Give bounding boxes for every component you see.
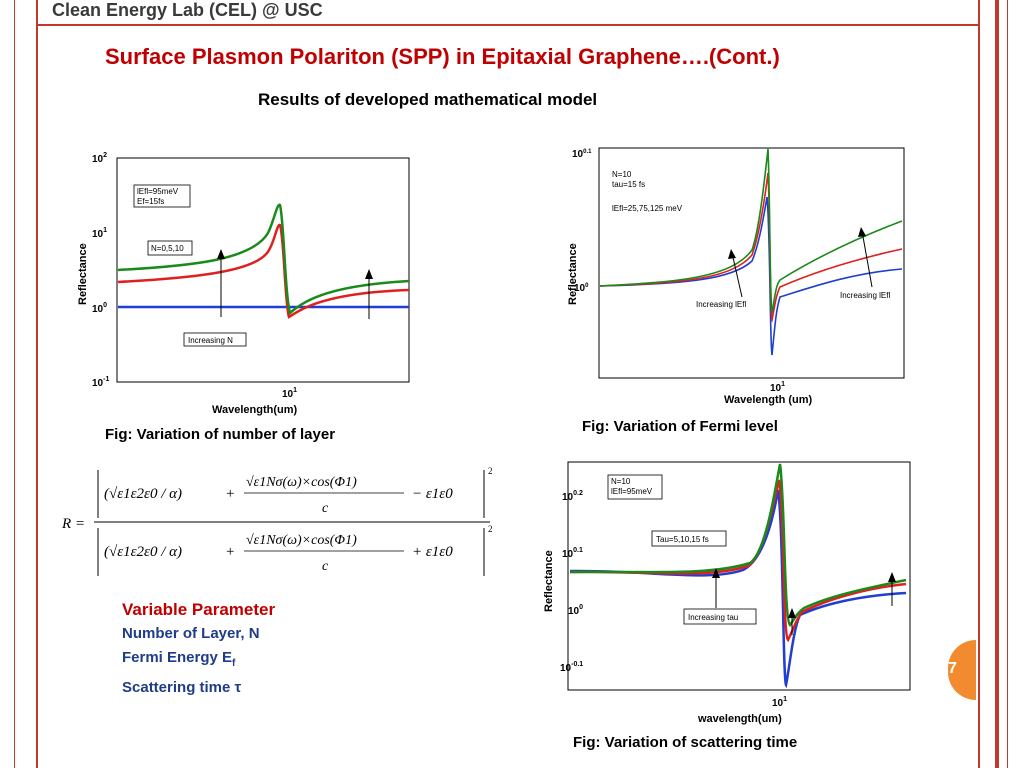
y-tick-label: 10-1 [92, 376, 109, 389]
arrow-line [731, 252, 743, 298]
annotation-text: lEfl=25,75,125 meV [612, 204, 683, 213]
chart-fermi: 100.1 100 101 Wavelength (um) Reflectanc… [567, 147, 905, 406]
annotation-text: Ef=15fs [137, 197, 164, 206]
formula-numerator: √ε1Nσ(ω)×cos(Φ1) [246, 533, 357, 548]
annotation-box [607, 474, 663, 500]
arrow-head [728, 249, 736, 259]
y-tick-labels: 102 101 100 10-1 [92, 152, 109, 389]
y-tick-label: 102 [92, 152, 107, 165]
caption-fig3: Fig: Variation of scattering time [573, 734, 798, 751]
variable-item: Number of Layer, N [122, 625, 260, 642]
y-tick-label: 100.1 [572, 149, 592, 160]
formula-plus-term: + ε1ε0 [412, 544, 453, 560]
annotation-text: Increasing N [188, 336, 233, 345]
y-tick-label: 101 [92, 227, 107, 240]
annotation-text: Tau=5,10,15 fs [656, 535, 709, 544]
annotation-text: N=0,5,10 [151, 244, 184, 253]
arrow-head [888, 572, 896, 582]
x-axis-label: Wavelength (um) [724, 394, 813, 406]
slide-subtitle: Results of developed mathematical model [258, 90, 598, 109]
x-axis-label: Wavelength(um) [212, 404, 297, 416]
arrow-head [365, 269, 373, 279]
left-rule-2 [36, 0, 38, 768]
reflectance-formula: R = 2 (√ε1ε2ε0 / α) + √ε1Nσ(ω)×cos(Φ1) c… [61, 466, 493, 576]
x-axis-label: wavelength(um) [697, 713, 782, 725]
right-rule-3 [1007, 0, 1008, 768]
y-tick-label: 100 [574, 283, 589, 294]
arrow-line [861, 230, 873, 288]
chart-layers: 102 101 100 10-1 101 Wavelength(um) Refl… [77, 152, 410, 416]
annotation-text: Increasing tau [688, 613, 738, 622]
formula-term1: (√ε1ε2ε0 / α) [104, 544, 182, 560]
annotation-text: N=10 [611, 477, 631, 486]
formula-denominator: c [322, 559, 329, 574]
series-tau15-line [569, 463, 907, 627]
annotation-box [683, 608, 757, 625]
left-rule-1 [14, 0, 15, 768]
variable-item-text: Fermi Energy E [122, 649, 233, 666]
page-number-tab: 7 [948, 640, 976, 700]
plot-frame [598, 147, 905, 379]
x-tick-label: 101 [282, 387, 297, 400]
annotation-box [147, 240, 193, 256]
series-tau5-line [569, 489, 907, 689]
annotation-text: Increasing lEfl [840, 291, 890, 300]
annotation-text: N=10 [612, 170, 632, 179]
annotation-box [133, 184, 191, 208]
formula-numerator: √ε1Nσ(ω)×cos(Φ1) [246, 475, 357, 490]
formula-exponent: 2 [488, 524, 493, 534]
annotation-text: tau=15 fs [612, 180, 645, 189]
slide-title: Surface Plasmon Polariton (SPP) in Epita… [105, 44, 780, 69]
variable-list: Variable Parameter Number of Layer, N Fe… [122, 598, 275, 700]
formula-plus: + [226, 544, 234, 560]
arrow-head [858, 227, 866, 237]
variable-item: Scattering time τ [122, 679, 242, 696]
formula-exponent: 2 [488, 466, 493, 476]
x-tick-label: 101 [770, 381, 785, 394]
arrow-head [788, 608, 796, 618]
variable-subscript: f [232, 658, 236, 669]
variable-heading: Variable Parameter [122, 600, 276, 619]
x-tick-label: 101 [772, 696, 787, 709]
variable-item: Fermi Energy Ef [122, 646, 275, 676]
y-tick-label: 100 [92, 302, 107, 315]
formula-minus-term: − ε1ε0 [412, 486, 453, 502]
lab-name: Clean Energy Lab (CEL) @ USC [52, 0, 323, 20]
page-number: 7 [948, 660, 957, 677]
header-rule [36, 24, 978, 26]
series-n10-line [117, 203, 410, 316]
y-axis-label: Reflectance [567, 243, 579, 305]
chart-scattering: 100.2 100.1 100 10-0.1 101 wavelength(um… [543, 461, 911, 725]
formula-plus: + [226, 486, 234, 502]
arrow-head [712, 568, 720, 578]
formula-lhs: R = [61, 516, 85, 532]
formula-term1: (√ε1ε2ε0 / α) [104, 486, 182, 502]
series-n5-line [117, 223, 410, 319]
right-rule-2 [995, 0, 999, 768]
annotation-box [651, 530, 727, 547]
caption-fig2: Fig: Variation of Fermi level [582, 418, 778, 435]
arrow-head [217, 249, 225, 259]
annotation-box [183, 332, 247, 347]
series-tau10-line [569, 479, 907, 643]
plot-frame [567, 461, 911, 691]
caption-fig1: Fig: Variation of number of layer [105, 426, 336, 443]
formula-denominator: c [322, 501, 329, 516]
y-axis-label: Reflectance [77, 243, 89, 305]
annotation-text: Increasing lEfl [696, 300, 746, 309]
annotation-text: lEfl=95meV [137, 187, 179, 196]
annotation-text: lEfl=95meV [611, 487, 653, 496]
y-axis-label: Reflectance [543, 550, 555, 612]
right-rule-1 [978, 0, 980, 768]
